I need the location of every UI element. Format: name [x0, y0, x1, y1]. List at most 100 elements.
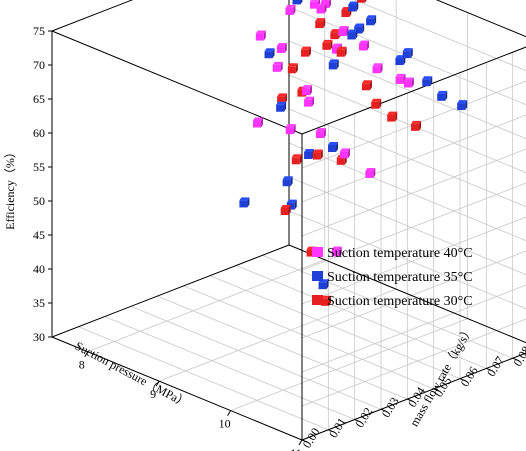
point-top [365, 167, 376, 171]
point-side [260, 117, 263, 128]
x-axis-label: Suction pressure（MPa） [73, 339, 191, 411]
y-tick-label: 0.03 [379, 395, 402, 420]
point-face [276, 104, 285, 112]
data-point [252, 117, 263, 128]
point-side [290, 176, 293, 187]
point-side [395, 111, 398, 122]
tick-labels: 303540455055606570758910110.000.010.020.… [33, 24, 526, 451]
grid-line [288, 176, 526, 276]
point-top [276, 42, 287, 46]
point-face [316, 6, 325, 14]
point-face [312, 152, 321, 160]
point-top [285, 124, 296, 128]
point-face [280, 207, 289, 215]
point-top [348, 1, 359, 5]
data-point [347, 29, 358, 40]
point-side [320, 149, 323, 160]
y-tick-label: 0.02 [352, 405, 375, 430]
axes-frame [48, 0, 526, 446]
point-face [287, 66, 296, 74]
data-point [316, 3, 327, 14]
grid-line [288, 6, 526, 106]
y-tick-mark [512, 357, 518, 361]
point-face [361, 83, 370, 91]
z-tick-label: 70 [33, 58, 45, 72]
data-point [276, 101, 287, 112]
point-side [365, 0, 367, 3]
point-side [410, 48, 413, 59]
data-point [302, 85, 313, 96]
grid-line [236, 265, 487, 369]
data-point [291, 154, 302, 165]
point-face [285, 7, 294, 15]
point-face [331, 249, 340, 257]
point-face [395, 58, 404, 66]
point-side [362, 23, 365, 34]
point-top [280, 204, 291, 208]
y-tick-mark [328, 429, 334, 433]
z-axis-label: Efficiency（%） [3, 146, 17, 230]
data-point [315, 128, 326, 139]
point-side [323, 18, 326, 29]
point-side [280, 61, 283, 72]
point-side [293, 124, 296, 135]
data-point [286, 199, 297, 210]
point-side [430, 76, 433, 87]
point-face [357, 0, 366, 3]
data-point [437, 90, 448, 101]
grid-line [157, 295, 408, 400]
point-face [354, 26, 363, 34]
point-top [422, 76, 433, 80]
z-tick-label: 55 [33, 160, 45, 174]
frame-edge [288, 244, 526, 344]
point-face [336, 49, 345, 57]
point-face [292, 0, 301, 5]
data-point [359, 40, 370, 51]
x-tick-mark [155, 380, 160, 387]
point-top [331, 246, 342, 250]
point-side [379, 98, 382, 109]
point-top [336, 46, 347, 50]
grid-line [301, 216, 526, 305]
data-point [328, 59, 339, 70]
point-face [411, 123, 420, 131]
data-point [361, 80, 372, 91]
point-top [304, 96, 315, 100]
point-top [338, 25, 349, 29]
point-top [315, 18, 326, 22]
data-point [336, 46, 347, 57]
point-side [288, 204, 291, 215]
data-point [255, 30, 266, 41]
point-face [422, 79, 431, 87]
y-tick-label: 0.06 [458, 364, 481, 389]
x-tick-label: 9 [150, 387, 156, 401]
point-top [315, 128, 326, 132]
point-side [293, 4, 296, 15]
point-side [419, 120, 422, 131]
legend-swatch-40 [312, 247, 323, 257]
point-top [304, 148, 315, 152]
x-tick-mark [227, 410, 232, 416]
point-top [437, 90, 448, 94]
point-face [300, 49, 309, 57]
grid-line [301, 250, 526, 339]
data-point [239, 197, 250, 208]
point-top [347, 29, 358, 33]
x-tick-mark [84, 351, 89, 357]
point-side [465, 100, 468, 111]
data-point [292, 0, 303, 5]
grid-line [288, 142, 526, 242]
point-face [277, 96, 286, 104]
grid-line [262, 254, 513, 359]
grid-line [87, 259, 325, 353]
z-tick-label: 50 [33, 194, 45, 208]
y-tick-mark [407, 398, 413, 402]
point-side [308, 46, 311, 57]
point-face [359, 43, 368, 51]
data-point [354, 23, 365, 34]
data-point [339, 148, 350, 159]
point-top [264, 48, 275, 52]
point-side [339, 246, 342, 257]
data-point [403, 77, 414, 88]
